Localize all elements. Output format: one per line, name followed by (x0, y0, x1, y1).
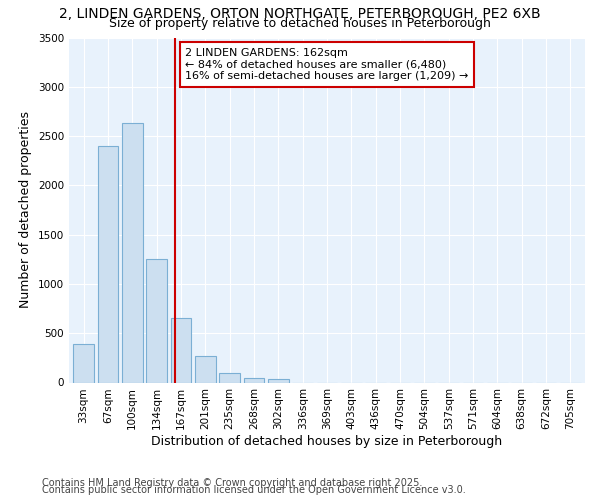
Text: Contains public sector information licensed under the Open Government Licence v3: Contains public sector information licen… (42, 485, 466, 495)
Bar (73, 344, 94, 383)
Text: 2 LINDEN GARDENS: 162sqm
← 84% of detached houses are smaller (6,480)
16% of sem: 2 LINDEN GARDENS: 162sqm ← 84% of detach… (185, 48, 469, 81)
Bar (98, 146, 118, 382)
Bar (244, 378, 265, 382)
Text: Size of property relative to detached houses in Peterborough: Size of property relative to detached ho… (109, 18, 491, 30)
X-axis label: Distribution of detached houses by size in Peterborough: Distribution of detached houses by size … (151, 435, 503, 448)
Bar (219, 372, 240, 382)
Bar (146, 260, 167, 382)
Bar (268, 379, 289, 382)
Bar (122, 124, 143, 382)
Y-axis label: Number of detached properties: Number of detached properties (19, 112, 32, 308)
Bar (195, 356, 215, 382)
Text: Contains HM Land Registry data © Crown copyright and database right 2025.: Contains HM Land Registry data © Crown c… (42, 478, 422, 488)
Text: 2, LINDEN GARDENS, ORTON NORTHGATE, PETERBOROUGH, PE2 6XB: 2, LINDEN GARDENS, ORTON NORTHGATE, PETE… (59, 8, 541, 22)
Bar (170, 318, 191, 382)
